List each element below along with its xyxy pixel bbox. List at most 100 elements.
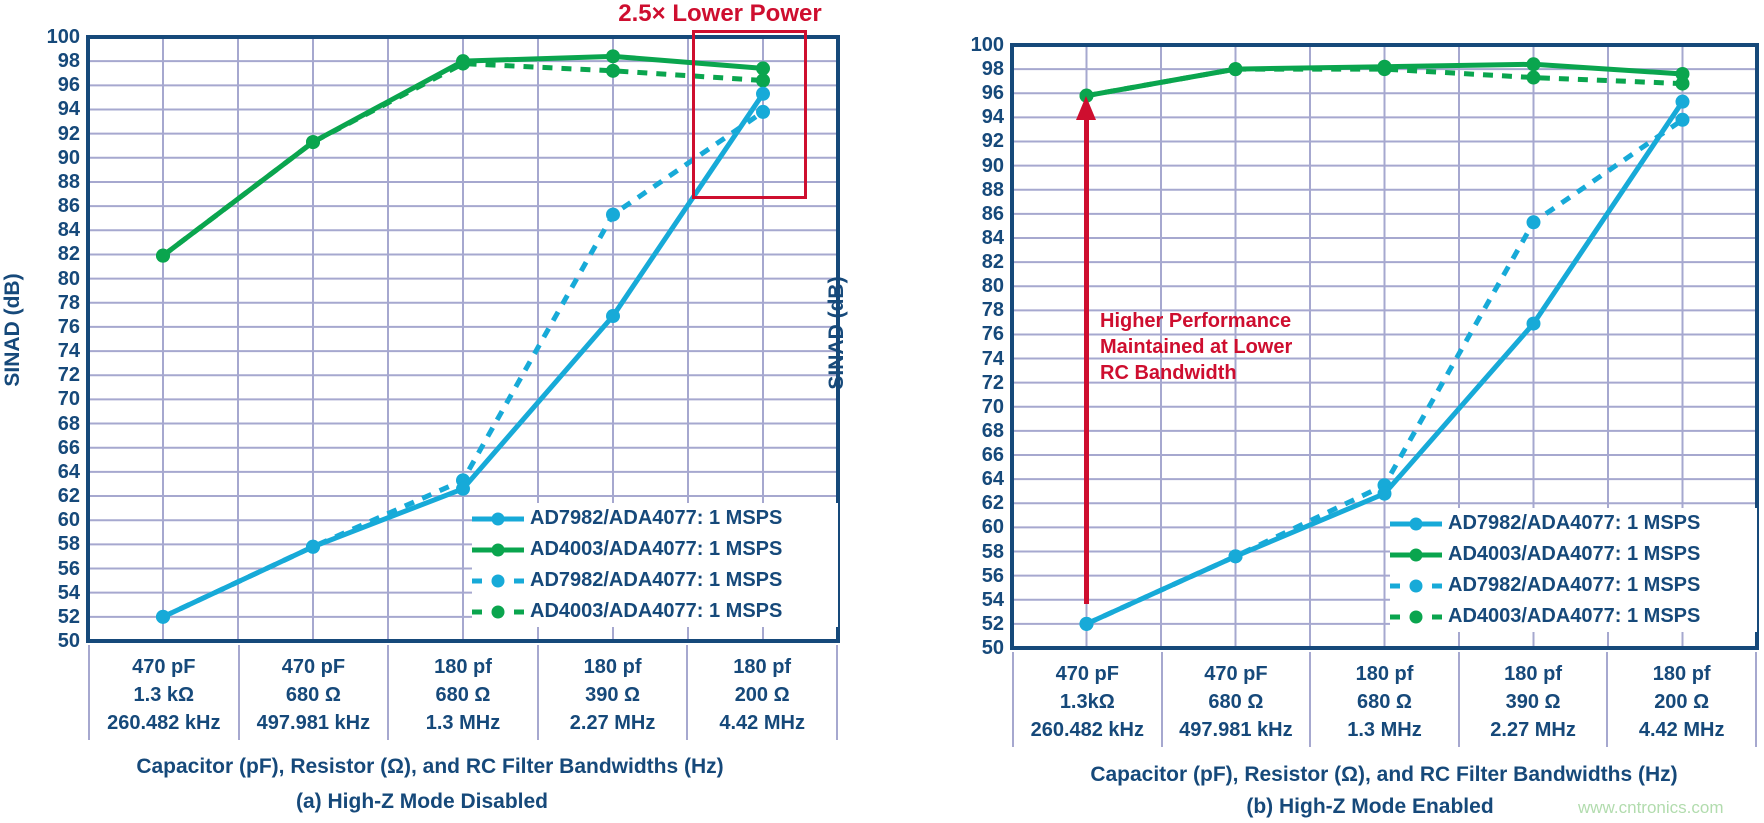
x-tick-label: 470 pF	[1204, 663, 1268, 685]
legend-item: AD7982/ADA4077: 1 MSPS	[1390, 508, 1757, 539]
x-tick-label: 470 pF	[281, 656, 346, 678]
x-tick-label: 180 pf	[1504, 663, 1562, 685]
x-tick-column: 180 pf 200 Ω 4.42 MHz	[686, 645, 838, 740]
x-tick-label: 4.42 MHz	[719, 712, 805, 734]
gridlines	[1012, 45, 1757, 648]
y-tick-label: 56	[57, 557, 80, 580]
x-tick-column: 180 pf 390 Ω 2.27 MHz	[1457, 652, 1607, 747]
higher-performance-annotation-text: Higher Performance Maintained at Lower R…	[1100, 308, 1292, 386]
y-tick-label: 58	[57, 533, 80, 556]
series-marker	[1228, 62, 1243, 77]
series-marker	[156, 609, 170, 624]
x-tick-label: 180 pf	[1355, 663, 1414, 685]
legend-label: AD4003/ADA4077: 1 MSPS	[530, 538, 783, 560]
y-tick-label: 80	[981, 275, 1004, 298]
y-tick-label: 72	[981, 371, 1004, 394]
x-tick-column: 180 pf 200 Ω 4.42 MHz	[1606, 652, 1757, 747]
legend-item: AD7982/ADA4077: 1 MSPS	[472, 565, 838, 596]
x-tick-label: 200 Ω	[1654, 691, 1710, 713]
watermark: www.cntronics.com	[1578, 798, 1724, 817]
series-marker	[756, 73, 770, 88]
y-tick-label: 62	[981, 492, 1004, 515]
series-marker	[1526, 57, 1541, 72]
series-marker	[606, 49, 620, 64]
y-tick-label: 78	[57, 291, 80, 314]
x-tick-label: 180 pf	[733, 656, 792, 678]
y-tick-label: 70	[981, 395, 1004, 418]
x-tick-label: 260.482 kHz	[1030, 719, 1144, 741]
x-tick-column: 180 pf 680 Ω 1.3 MHz	[387, 645, 537, 740]
legend-dashed-line-marker	[1390, 610, 1442, 623]
legend-label: AD7982/ADA4077: 1 MSPS	[1448, 512, 1701, 534]
y-tick-label: 92	[57, 122, 80, 145]
y-tick-label: 74	[57, 340, 80, 363]
y-tick-label: 82	[981, 251, 1004, 274]
y-tick-label: 64	[57, 460, 80, 483]
legend-label: AD4003/ADA4077: 1 MSPS	[1448, 543, 1701, 565]
series-marker	[156, 248, 170, 263]
legend-label: AD7982/ADA4077: 1 MSPS	[1448, 574, 1701, 596]
y-tick-label: 76	[57, 315, 80, 338]
y-tick-label: 54	[981, 588, 1004, 611]
series-marker	[1675, 94, 1690, 109]
y-tick-label: 96	[57, 74, 80, 97]
legend-a: AD7982/ADA4077: 1 MSPS AD4003/ADA4077: 1 …	[472, 503, 838, 627]
series-marker	[456, 481, 470, 496]
y-tick-label: 100	[970, 34, 1004, 56]
series-marker	[606, 63, 620, 78]
y-tick-label: 100	[46, 26, 80, 48]
higher-performance-arrow-shaft	[1084, 116, 1089, 604]
series-marker	[306, 135, 320, 150]
legend-solid-line-marker	[472, 512, 524, 525]
y-tick-label: 84	[57, 219, 80, 242]
x-tick-column: 470 pF 680 Ω 497.981 kHz	[237, 645, 388, 740]
legend-label: AD7982/ADA4077: 1 MSPS	[530, 507, 783, 529]
annotation-line-2: Maintained at Lower	[1100, 336, 1293, 358]
y-tick-label: 78	[981, 299, 1004, 322]
caption-b: (b) High-Z Mode Enabled	[1246, 795, 1494, 818]
legend-item: AD4003/ADA4077: 1 MSPS	[472, 534, 838, 565]
series-marker	[1526, 70, 1541, 85]
lower-power-annotation-label: 2.5× Lower Power	[618, 0, 822, 27]
x-tick-column: 470 pF 1.3kΩ 260.482 kHz	[1012, 652, 1161, 747]
x-tick-label: 200 Ω	[734, 684, 790, 706]
y-tick-label: 88	[981, 178, 1004, 201]
y-tick-label: 80	[57, 267, 80, 290]
legend-solid-line-marker	[1390, 517, 1442, 530]
x-tick-column: 470 pF 1.3 kΩ 260.482 kHz	[88, 645, 238, 740]
annotation-line-3: RC Bandwidth	[1100, 362, 1237, 384]
y-tick-label: 50	[981, 637, 1004, 659]
y-tick-label: 84	[981, 226, 1004, 249]
y-tick-label: 66	[57, 436, 80, 459]
x-tick-label: 680 Ω	[1357, 691, 1412, 713]
y-tick-label: 72	[57, 364, 80, 387]
x-tick-column: 470 pF 680 Ω 497.981 kHz	[1160, 652, 1310, 747]
x-tick-label: 180 pf	[434, 656, 492, 678]
x-tick-label: 470 pF	[132, 656, 196, 678]
y-tick-label: 82	[57, 243, 80, 266]
series-marker	[1079, 616, 1094, 631]
y-tick-label: 60	[57, 509, 80, 532]
x-tick-label: 390 Ω	[1505, 691, 1561, 713]
x-tick-label: 1.3 MHz	[425, 712, 501, 734]
y-tick-label: 90	[981, 154, 1004, 177]
legend-dashed-line-marker	[1390, 579, 1442, 592]
x-tick-labels-a: 470 pF 1.3 kΩ 260.482 kHz 470 pF 680 Ω 497.98…	[88, 645, 838, 740]
caption-a: (a) High-Z Mode Disabled	[296, 790, 548, 813]
y-tick-label: 58	[981, 540, 1004, 563]
x-tick-label: 2.27 MHz	[569, 712, 656, 734]
legend-item: AD4003/ADA4077: 1 MSPS	[1390, 539, 1757, 570]
x-tick-label: 180 pf	[583, 656, 642, 678]
series-marker	[1675, 66, 1690, 81]
legend-b: AD7982/ADA4077: 1 MSPS AD4003/ADA4077: 1 …	[1390, 508, 1757, 632]
y-tick-label: 66	[981, 444, 1004, 467]
series-marker	[1526, 316, 1541, 331]
higher-performance-arrow-head	[1076, 96, 1096, 120]
legend-item: AD7982/ADA4077: 1 MSPS	[472, 503, 838, 534]
legend-label: AD4003/ADA4077: 1 MSPS	[530, 600, 783, 622]
x-tick-label: 1.3 MHz	[1347, 719, 1422, 741]
y-tick-label: 88	[57, 170, 80, 193]
y-tick-label: 68	[981, 419, 1004, 442]
y-tick-label: 98	[981, 58, 1004, 81]
